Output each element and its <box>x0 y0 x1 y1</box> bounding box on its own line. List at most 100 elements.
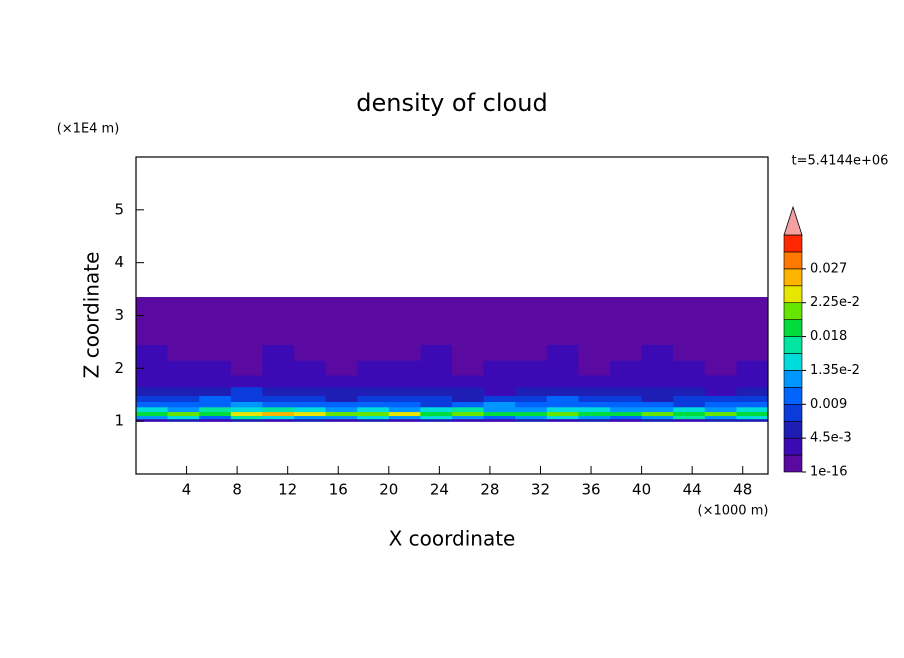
colorbar-band <box>783 454 803 473</box>
contour-cell <box>388 411 421 417</box>
contour-cell <box>136 328 168 345</box>
contour-cell <box>673 401 706 408</box>
contour-cell <box>483 386 516 396</box>
contour-cell <box>167 297 200 314</box>
contour-cell <box>546 411 579 417</box>
contour-cell <box>136 374 168 388</box>
contour-cell <box>167 328 200 345</box>
contour-cell <box>515 411 548 417</box>
contour-cell <box>199 395 232 403</box>
x-tick-label: 32 <box>531 481 550 499</box>
x-tick-label: 40 <box>632 481 651 499</box>
colorbar-tick-label: 0.018 <box>810 329 847 344</box>
colorbar-tick-label: 2.25e-2 <box>810 295 860 310</box>
colorbar-tick-label: 1.35e-2 <box>810 363 860 378</box>
x-tick-label: 28 <box>480 481 499 499</box>
contour-cell <box>294 411 326 417</box>
x-tick-label: 48 <box>733 481 752 499</box>
contour-cell <box>388 406 421 413</box>
contour-cell <box>610 411 642 417</box>
y-tick-label: 5 <box>114 200 124 218</box>
contour-cell <box>420 344 453 361</box>
chart-title: density of cloud <box>356 89 547 117</box>
contour-cell <box>357 395 390 403</box>
contour-cell <box>230 418 263 422</box>
contour-cell <box>294 406 326 413</box>
contour-cell <box>641 406 674 413</box>
contour-cell <box>452 328 484 345</box>
contour-cell <box>388 344 421 361</box>
contour-cell <box>420 328 453 345</box>
contour-cell <box>452 395 484 403</box>
y-tick-label: 2 <box>114 359 124 377</box>
contour-cell <box>704 406 737 413</box>
contour-cell <box>199 406 232 413</box>
x-tick-label: 20 <box>379 481 398 499</box>
contour-cell <box>357 344 390 361</box>
contour-cell <box>736 312 769 330</box>
contour-cell <box>546 360 579 376</box>
contour-cell <box>515 297 548 314</box>
contour-cell <box>452 374 484 388</box>
contour-cell <box>262 328 295 345</box>
contour-cell <box>262 344 295 361</box>
contour-cell <box>357 406 390 413</box>
contour-cell <box>167 415 200 420</box>
contour-cell <box>578 312 611 330</box>
contour-cell <box>294 386 326 396</box>
y-tick-label: 1 <box>114 412 124 430</box>
contour-cell <box>578 344 611 361</box>
contour-cell <box>578 395 611 403</box>
contour-cell <box>199 312 232 330</box>
contour-cell <box>483 297 516 314</box>
contour-cell <box>325 418 358 422</box>
colorbar-band <box>783 285 803 304</box>
contour-cell <box>325 415 358 420</box>
colorbar-band <box>783 302 803 320</box>
contour-cell <box>704 411 737 417</box>
contour-cell <box>610 312 642 330</box>
contour-cell <box>136 312 168 330</box>
contour-cell <box>388 395 421 403</box>
contour-cell <box>578 418 611 422</box>
contour-cell <box>546 401 579 408</box>
contour-cell <box>420 406 453 413</box>
contour-cell <box>230 328 263 345</box>
colorbar-band <box>783 251 803 270</box>
contour-cell <box>136 401 168 408</box>
contour-cell <box>294 297 326 314</box>
contour-cell <box>357 386 390 396</box>
contour-cell <box>641 411 674 417</box>
colorbar-band <box>783 353 803 371</box>
y-unit: (×1E4 m) <box>57 122 120 137</box>
contour-cell <box>420 415 453 420</box>
contour-cell <box>230 401 263 408</box>
contour-cell <box>357 401 390 408</box>
contour-cell <box>452 297 484 314</box>
contour-cell <box>357 374 390 388</box>
contour-cell <box>452 411 484 417</box>
contour-cell <box>199 411 232 417</box>
colorbar-extension <box>783 205 803 236</box>
contour-cell <box>325 395 358 403</box>
contour-cell <box>388 360 421 376</box>
contour-cell <box>610 360 642 376</box>
y-tick-label: 4 <box>114 253 124 271</box>
contour-cell <box>515 418 548 422</box>
contour-cell <box>388 386 421 396</box>
contour-cell <box>483 411 516 417</box>
contour-cell <box>262 406 295 413</box>
contour-cell <box>325 297 358 314</box>
contour-cell <box>546 415 579 420</box>
contour-cell <box>736 344 769 361</box>
contour-cell <box>136 386 168 396</box>
contour-cell <box>578 374 611 388</box>
contour-cell <box>578 386 611 396</box>
contour-cell <box>515 415 548 420</box>
contour-cell <box>230 406 263 413</box>
contour-cell <box>736 374 769 388</box>
contour-cell <box>199 401 232 408</box>
contour-cell <box>515 401 548 408</box>
contour-cell <box>704 328 737 345</box>
contour-cell <box>294 415 326 420</box>
